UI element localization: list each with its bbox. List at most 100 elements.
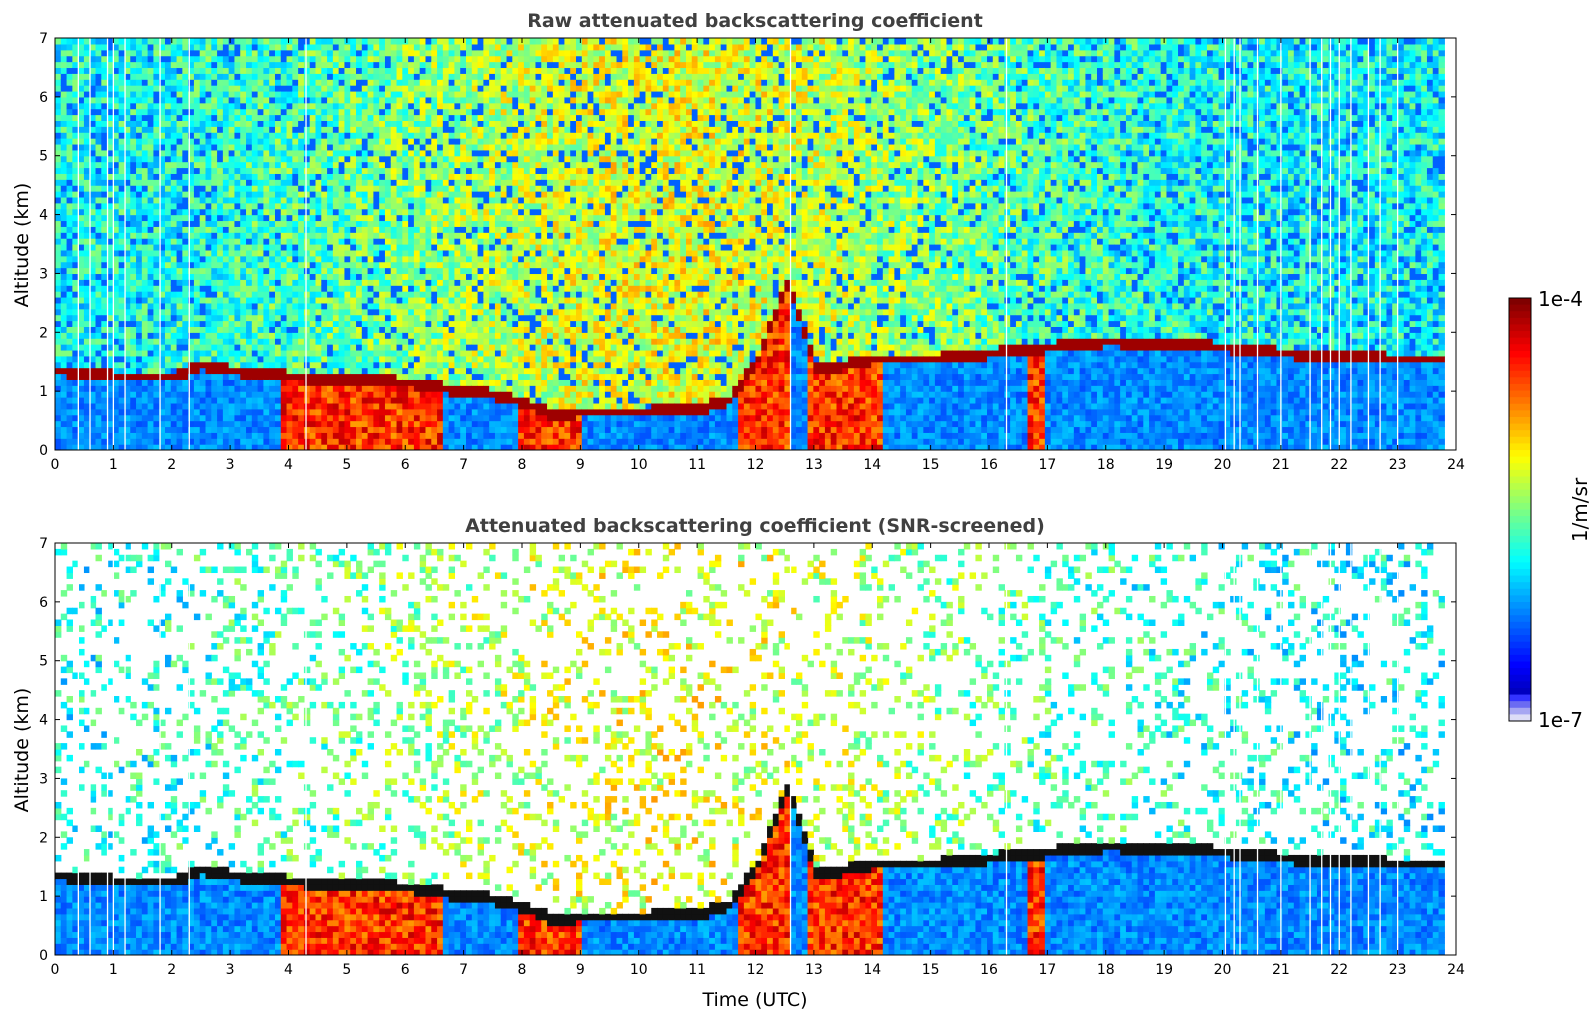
heatmap-cell xyxy=(292,120,299,127)
heatmap-cell xyxy=(408,220,415,227)
heatmap-cell xyxy=(431,85,438,92)
heatmap-cell xyxy=(205,255,212,263)
heatmap-cell xyxy=(124,408,131,416)
heatmap-cell xyxy=(211,408,218,416)
heatmap-cell xyxy=(176,373,183,380)
heatmap-cell xyxy=(60,196,68,204)
heatmap-cell xyxy=(217,149,224,157)
heatmap-cell xyxy=(437,261,444,269)
heatmap-cell xyxy=(205,43,212,51)
heatmap-cell xyxy=(431,432,438,439)
heatmap-cell xyxy=(361,379,369,386)
heatmap-cell xyxy=(338,132,346,139)
heatmap-cell xyxy=(193,232,201,239)
heatmap-cell xyxy=(55,214,62,222)
heatmap-cell xyxy=(309,444,317,450)
heatmap-cell xyxy=(419,96,427,104)
heatmap-cell xyxy=(130,179,137,186)
heatmap-cell xyxy=(379,349,386,357)
heatmap-cell xyxy=(327,149,334,157)
heatmap-cell xyxy=(217,138,224,145)
heatmap-cell xyxy=(222,249,230,257)
heatmap-cell xyxy=(309,226,317,233)
heatmap-cell xyxy=(356,308,363,316)
heatmap-cell xyxy=(60,279,68,286)
heatmap-cell xyxy=(442,285,450,292)
heatmap-cell xyxy=(454,426,461,433)
heatmap-cell xyxy=(199,267,207,275)
heatmap-cell xyxy=(141,397,149,404)
heatmap-cell xyxy=(309,120,317,127)
heatmap-cell xyxy=(124,432,131,439)
heatmap-cell xyxy=(448,96,456,104)
heatmap-cell xyxy=(292,379,299,386)
heatmap-cell xyxy=(292,397,299,404)
heatmap-cell xyxy=(222,314,230,322)
heatmap-cell xyxy=(321,332,328,339)
heatmap-cell xyxy=(136,361,143,369)
heatmap-cell xyxy=(95,61,102,69)
heatmap-cell xyxy=(437,232,444,239)
heatmap-cell xyxy=(101,320,108,327)
heatmap-cell xyxy=(431,261,438,269)
heatmap-cell xyxy=(78,391,85,398)
heatmap-cell xyxy=(147,232,155,239)
heatmap-cell xyxy=(60,38,68,45)
heatmap-cell xyxy=(193,426,201,433)
heatmap-cell xyxy=(280,361,288,369)
heatmap-cell xyxy=(188,238,195,245)
heatmap-cell xyxy=(199,185,207,192)
heatmap-cell xyxy=(118,355,126,363)
heatmap-cell xyxy=(356,55,363,63)
heatmap-cell xyxy=(367,361,374,369)
heatmap-cell xyxy=(338,379,346,386)
heatmap-cell xyxy=(188,61,195,69)
heatmap-cell xyxy=(193,244,201,251)
heatmap-cell xyxy=(55,361,62,369)
heatmap-cell xyxy=(274,238,282,245)
heatmap-cell xyxy=(280,279,288,286)
heatmap-cell xyxy=(136,67,143,74)
heatmap-cell xyxy=(136,214,143,222)
heatmap-cell xyxy=(188,191,195,198)
heatmap-cell xyxy=(460,79,467,86)
heatmap-cell xyxy=(327,90,334,98)
heatmap-cell xyxy=(396,49,403,57)
heatmap-cell xyxy=(228,167,236,174)
heatmap-cell xyxy=(292,314,299,322)
heatmap-cell xyxy=(60,149,68,157)
heatmap-cell xyxy=(344,167,351,174)
heatmap-cell xyxy=(408,73,415,80)
heatmap-cell xyxy=(280,408,288,416)
top-heatmap xyxy=(55,38,1445,450)
heatmap-cell xyxy=(286,149,293,157)
heatmap-cell xyxy=(384,355,392,363)
heatmap-cell xyxy=(136,308,143,316)
heatmap-cell xyxy=(217,402,224,410)
heatmap-cell xyxy=(344,43,351,51)
heatmap-cell xyxy=(332,349,340,357)
heatmap-cell xyxy=(240,279,247,286)
heatmap-cell xyxy=(107,196,114,204)
heatmap-cell xyxy=(112,214,120,222)
heatmap-cell xyxy=(89,90,97,98)
heatmap-cell xyxy=(136,161,143,169)
heatmap-cell xyxy=(112,326,120,333)
heatmap-cell xyxy=(95,96,102,104)
heatmap-cell xyxy=(309,408,317,416)
heatmap-cell xyxy=(211,173,218,180)
heatmap-cell xyxy=(442,126,450,133)
heatmap-cell xyxy=(390,414,398,422)
heatmap-cell xyxy=(176,38,183,45)
heatmap-cell xyxy=(373,349,380,357)
heatmap-cell xyxy=(89,238,97,245)
heatmap-cell xyxy=(442,132,450,139)
heatmap-cell xyxy=(188,385,195,392)
heatmap-cell xyxy=(356,414,363,422)
heatmap-cell xyxy=(466,314,473,322)
heatmap-cell xyxy=(338,38,346,45)
heatmap-cell xyxy=(60,132,68,139)
heatmap-cell xyxy=(251,167,259,174)
heatmap-cell xyxy=(112,244,120,251)
heatmap-cell xyxy=(466,302,473,310)
